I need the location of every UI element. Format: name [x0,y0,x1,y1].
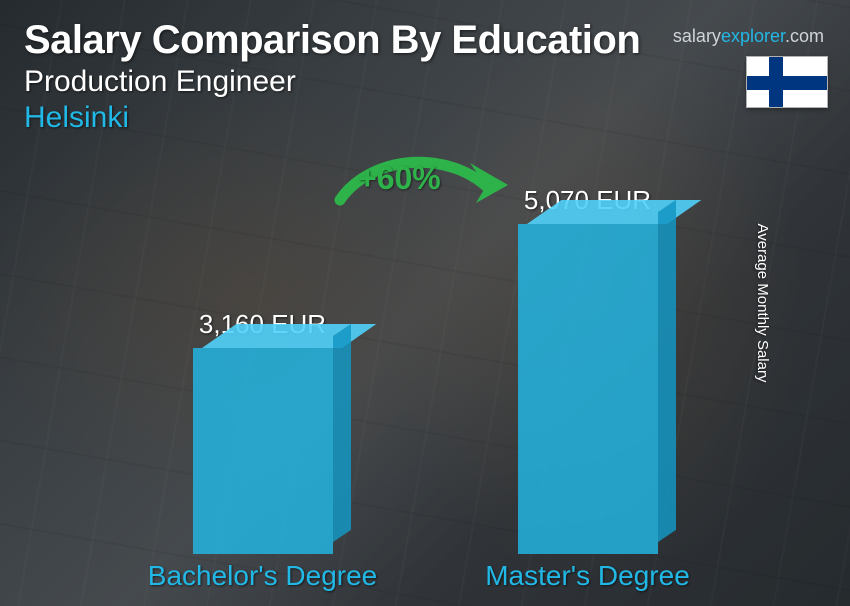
bar-front-face [518,224,658,554]
watermark: salaryexplorer.com [673,26,824,47]
bar-3d [518,224,658,554]
y-axis-label: Average Monthly Salary [754,224,771,383]
watermark-suffix: .com [785,26,824,46]
location-label: Helsinki [24,101,826,135]
bar-side-face [658,200,676,542]
bar-group: 5,070 EUR [518,185,658,554]
bar-side-face [333,324,351,542]
finland-flag-icon [746,56,828,108]
content-container: Salary Comparison By Education Productio… [0,0,850,606]
chart-area: +60% 3,160 EUR5,070 EUR Bachelor's Degre… [0,158,810,598]
bar-3d [193,348,333,554]
bar-category-label: Master's Degree [428,560,748,592]
watermark-accent: explorer [721,26,785,46]
watermark-prefix: salary [673,26,721,46]
bars-row: 3,160 EUR 5,070 EUR [100,158,750,554]
bar-category-label: Bachelor's Degree [103,560,423,592]
job-title: Production Engineer [24,65,826,99]
bar-front-face [193,348,333,554]
bar-group: 3,160 EUR [193,309,333,554]
